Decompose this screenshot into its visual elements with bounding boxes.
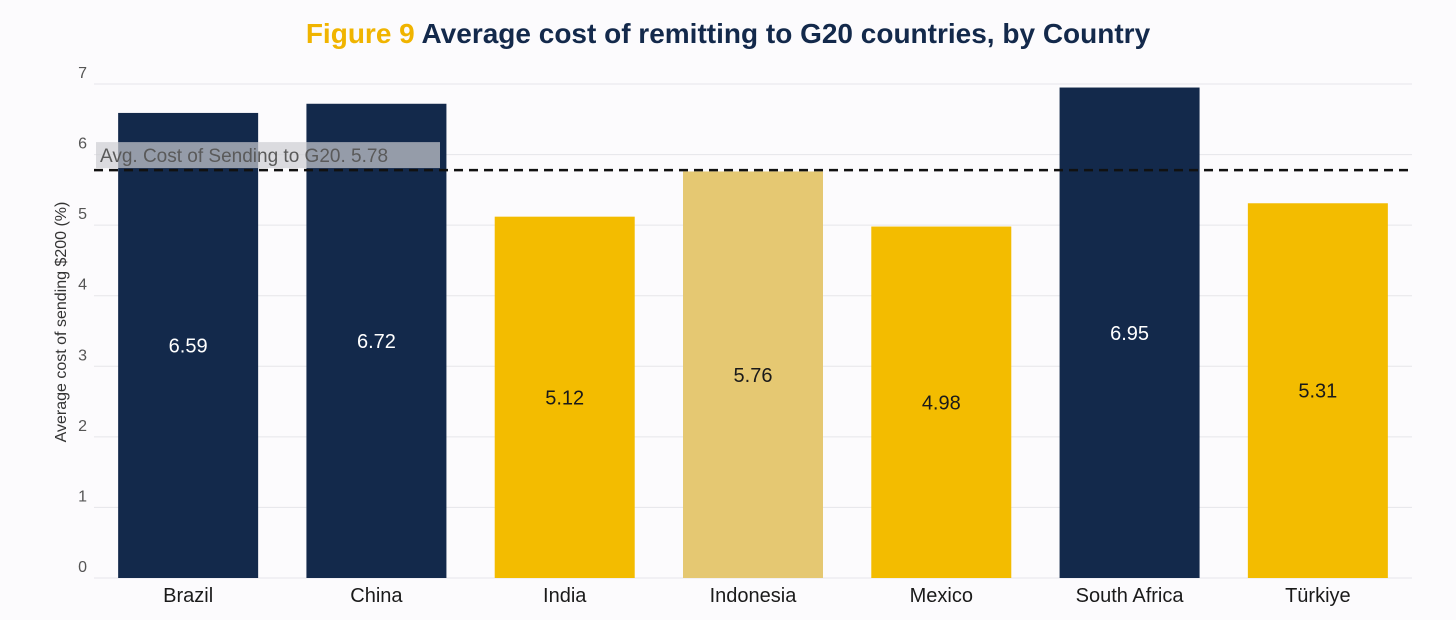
bar: [494, 216, 635, 578]
figure-number: Figure 9: [305, 18, 415, 49]
chart-title-text: Average cost of remitting to G20 countri…: [421, 18, 1151, 49]
y-tick-label: 0: [78, 559, 87, 576]
bar: [871, 226, 1012, 578]
x-tick-label: China: [350, 585, 403, 607]
bar-value-label: 6.95: [1110, 323, 1149, 345]
bar: [1247, 203, 1388, 578]
x-axis: Brazil China India Indonesia Mexico South Afr…: [163, 585, 1351, 607]
y-tick-label: 1: [78, 488, 87, 505]
y-tick-label: 4: [78, 277, 87, 294]
x-tick-label: Brazil: [163, 585, 213, 607]
y-tick-label: 6: [78, 136, 87, 153]
bar-value-label: 5.12: [545, 387, 584, 409]
reference-line-group: Avg. Cost of Sending to G20. 5.78: [94, 142, 1412, 172]
bar-value-label: 4.98: [922, 392, 961, 414]
y-tick-label: 3: [78, 347, 87, 364]
y-tick-label: 2: [78, 418, 87, 435]
y-axis: 0 1 2 3 4 5 6 7: [78, 65, 87, 576]
bar-value-label: 5.76: [734, 365, 773, 387]
y-tick-label: 5: [78, 206, 87, 223]
y-axis-label: Average cost of sending $200 (%): [53, 202, 70, 443]
bar-value-label: 5.31: [1298, 381, 1337, 403]
x-tick-label: Türkiye: [1285, 585, 1351, 607]
bars: 6.59 6.72 5.12 5.76 4.98 6.95 5.31: [118, 87, 1388, 579]
x-tick-label: India: [543, 585, 587, 607]
chart-title: Figure 9 Average cost of remitting to G2…: [0, 18, 1456, 50]
bar: [683, 171, 823, 578]
reference-label-background: [96, 142, 440, 169]
bar-value-label: 6.59: [169, 335, 208, 357]
y-tick-label: 7: [78, 65, 87, 82]
x-tick-label: Indonesia: [710, 585, 798, 607]
reference-line-label: Avg. Cost of Sending to G20. 5.78: [100, 146, 388, 167]
bar-value-label: 6.72: [357, 331, 396, 353]
x-tick-label: Mexico: [910, 585, 973, 607]
bar: [306, 103, 447, 578]
bar: [118, 112, 259, 578]
x-tick-label: South Africa: [1076, 585, 1185, 607]
